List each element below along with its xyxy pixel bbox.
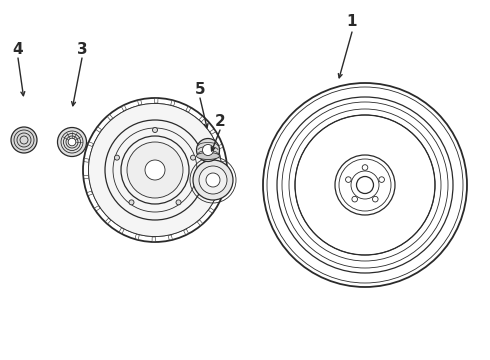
Circle shape <box>295 115 435 255</box>
Circle shape <box>191 155 196 160</box>
Circle shape <box>11 127 37 153</box>
FancyBboxPatch shape <box>87 191 93 195</box>
Circle shape <box>362 165 368 170</box>
Circle shape <box>335 155 395 215</box>
Circle shape <box>352 196 358 202</box>
FancyBboxPatch shape <box>155 99 158 103</box>
Circle shape <box>129 200 134 205</box>
FancyBboxPatch shape <box>184 229 189 235</box>
FancyBboxPatch shape <box>95 206 100 211</box>
FancyBboxPatch shape <box>107 114 113 120</box>
Circle shape <box>372 196 378 202</box>
Circle shape <box>57 127 87 157</box>
Circle shape <box>206 173 220 187</box>
Text: 5: 5 <box>195 82 205 98</box>
Circle shape <box>127 142 183 198</box>
Circle shape <box>199 166 227 194</box>
FancyBboxPatch shape <box>210 129 216 134</box>
Text: 4: 4 <box>13 42 24 58</box>
Circle shape <box>115 155 120 160</box>
FancyBboxPatch shape <box>221 178 226 181</box>
FancyBboxPatch shape <box>168 235 172 240</box>
FancyBboxPatch shape <box>105 218 111 224</box>
Circle shape <box>176 200 181 205</box>
Text: 3: 3 <box>77 42 87 58</box>
FancyBboxPatch shape <box>84 175 89 179</box>
Circle shape <box>152 127 157 132</box>
FancyBboxPatch shape <box>152 237 155 242</box>
FancyBboxPatch shape <box>218 144 223 149</box>
Circle shape <box>145 160 165 180</box>
Text: 1: 1 <box>347 14 357 30</box>
Text: 2: 2 <box>215 114 225 130</box>
FancyBboxPatch shape <box>221 161 226 165</box>
Circle shape <box>357 176 373 194</box>
Circle shape <box>196 139 220 162</box>
FancyBboxPatch shape <box>122 105 126 111</box>
Circle shape <box>202 144 214 156</box>
Circle shape <box>68 138 76 146</box>
Circle shape <box>379 177 385 183</box>
FancyBboxPatch shape <box>138 100 142 105</box>
FancyBboxPatch shape <box>96 127 101 132</box>
FancyBboxPatch shape <box>84 158 89 162</box>
FancyBboxPatch shape <box>197 220 202 225</box>
Ellipse shape <box>196 153 220 159</box>
FancyBboxPatch shape <box>171 100 175 106</box>
Circle shape <box>345 177 351 183</box>
FancyBboxPatch shape <box>119 228 124 233</box>
FancyBboxPatch shape <box>217 193 222 198</box>
FancyBboxPatch shape <box>186 107 191 112</box>
FancyBboxPatch shape <box>88 142 94 147</box>
Circle shape <box>89 104 221 237</box>
FancyBboxPatch shape <box>135 234 139 239</box>
Circle shape <box>193 160 233 200</box>
FancyBboxPatch shape <box>208 208 214 213</box>
FancyBboxPatch shape <box>199 116 204 122</box>
